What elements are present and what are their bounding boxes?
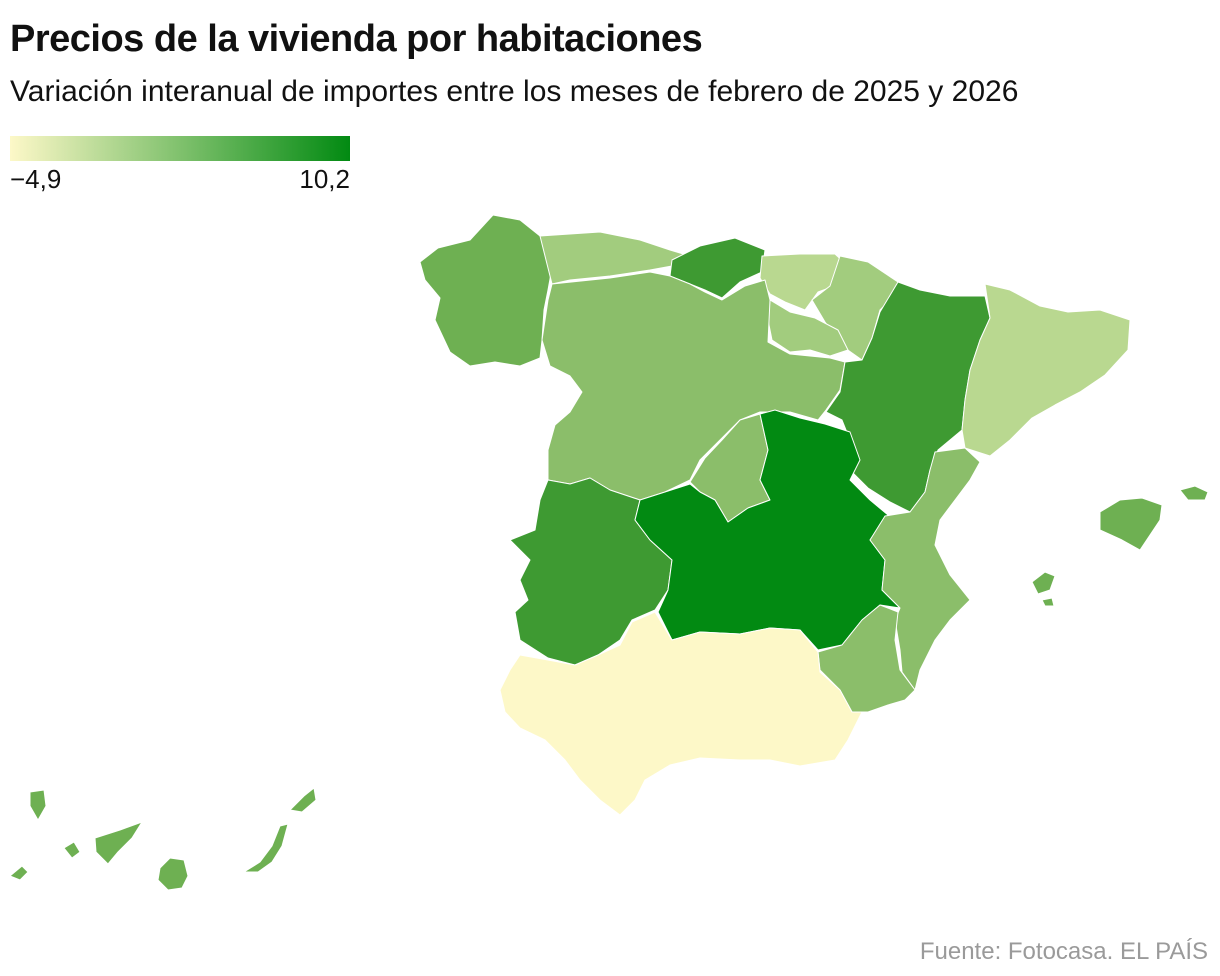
map-title: Precios de la vivienda por habitaciones — [10, 18, 703, 60]
map-subtitle: Variación interanual de importes entre l… — [10, 75, 1019, 108]
region-canarias-la-palma[interactable] — [29, 789, 47, 821]
region-baleares-mallorca[interactable] — [1099, 497, 1163, 551]
color-legend: −4,9 10,2 — [10, 136, 350, 195]
legend-max-label: 10,2 — [299, 164, 350, 194]
region-canarias-fuerteventura[interactable] — [243, 823, 289, 873]
region-baleares-formentera[interactable] — [1041, 597, 1055, 607]
region-la-rioja[interactable] — [767, 299, 849, 357]
region-canarias-lanzarote[interactable] — [289, 787, 317, 813]
legend-gradient-bar — [10, 136, 350, 161]
region-canarias-la-gomera[interactable] — [63, 841, 81, 859]
region-cataluna[interactable] — [961, 283, 1131, 457]
region-canarias-tenerife[interactable] — [94, 821, 143, 865]
source-note: Fuente: Fotocasa. EL PAÍS — [919, 938, 1208, 965]
region-asturias[interactable] — [539, 231, 691, 285]
region-andalucia[interactable] — [499, 611, 863, 816]
region-castilla-y-leon[interactable] — [541, 271, 846, 501]
region-baleares-ibiza[interactable] — [1031, 571, 1056, 595]
region-galicia[interactable] — [419, 214, 553, 367]
legend-min-label: −4,9 — [10, 164, 62, 194]
region-canarias-gran-canaria[interactable] — [157, 857, 189, 891]
region-baleares-menorca[interactable] — [1179, 485, 1209, 501]
region-canarias-el-hierro[interactable] — [9, 865, 29, 881]
region-extremadura[interactable] — [509, 477, 673, 666]
